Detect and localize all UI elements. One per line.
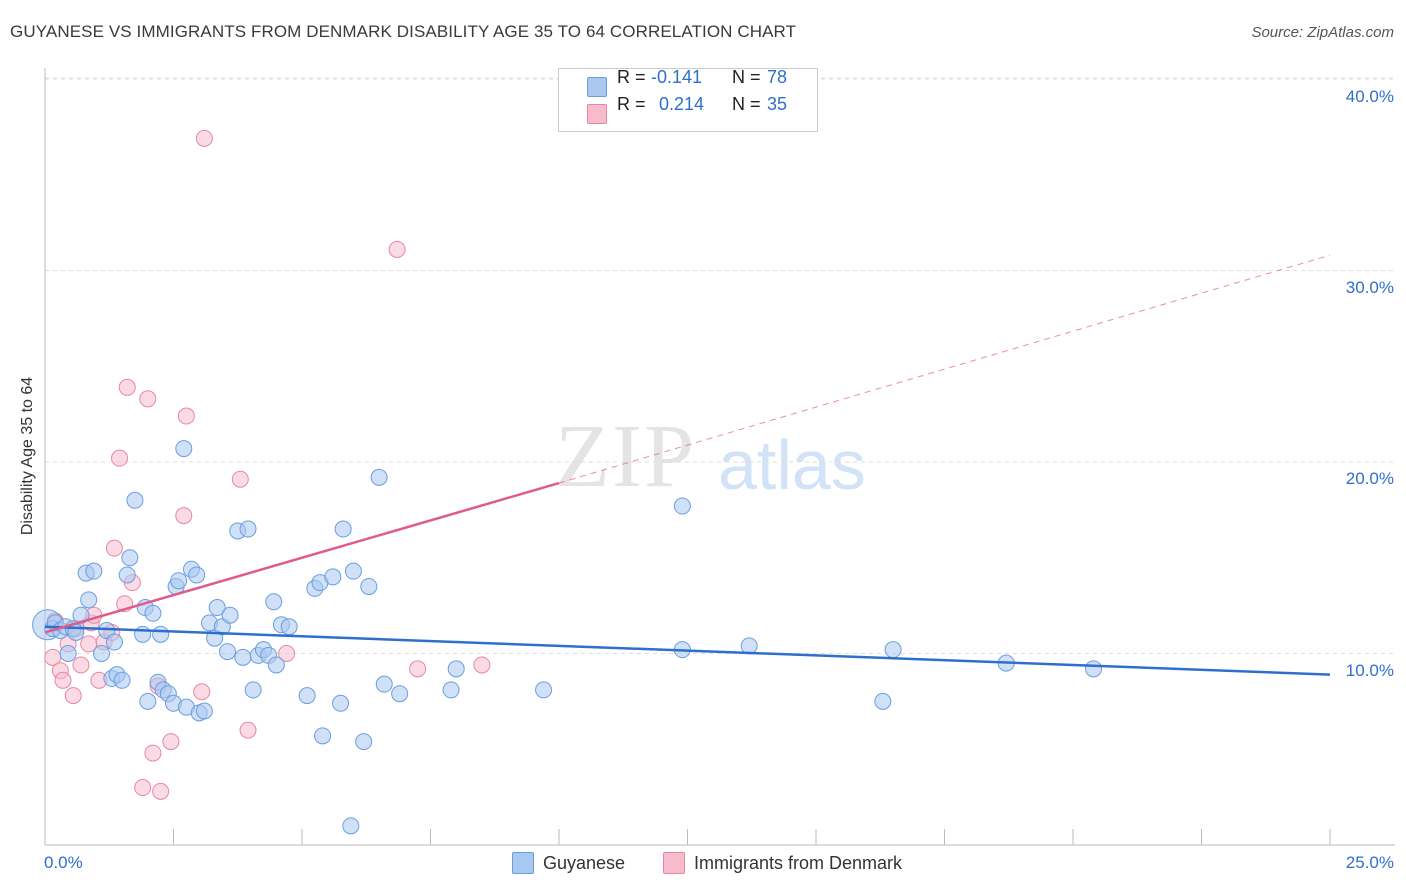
guyanese-point bbox=[442, 681, 460, 699]
denmark-point bbox=[152, 782, 170, 800]
guyanese-point bbox=[1085, 660, 1103, 678]
denmark-point bbox=[139, 390, 157, 408]
guyanese-point bbox=[673, 497, 691, 515]
legend-r-label: R = bbox=[617, 93, 646, 114]
guyanese-point bbox=[118, 566, 136, 584]
guyanese-point bbox=[208, 599, 226, 617]
guyanese-point bbox=[234, 648, 252, 666]
guyanese-point bbox=[195, 702, 213, 720]
guyanese-point bbox=[188, 566, 206, 584]
denmark-point bbox=[278, 645, 296, 662]
guyanese-point bbox=[334, 520, 352, 538]
guyanese-point bbox=[144, 604, 162, 622]
guyanese-point bbox=[152, 625, 170, 643]
guyanese-point bbox=[93, 645, 111, 662]
denmark-point bbox=[134, 779, 152, 797]
denmark-point bbox=[193, 683, 211, 701]
guyanese-point bbox=[85, 562, 103, 580]
denmark-point bbox=[175, 507, 193, 525]
bottom-legend-swatch-blue bbox=[512, 852, 534, 874]
guyanese-point bbox=[874, 692, 892, 710]
denmark-point bbox=[118, 378, 136, 396]
legend-r-value: 0.214 bbox=[659, 93, 705, 114]
guyanese-point bbox=[535, 681, 553, 699]
guyanese-point bbox=[170, 572, 188, 590]
denmark-point bbox=[64, 687, 82, 705]
guyanese-point bbox=[332, 694, 350, 712]
denmark-trend-line bbox=[44, 481, 560, 634]
guyanese-trend-line bbox=[44, 625, 1331, 676]
guyanese-point bbox=[59, 645, 77, 662]
guyanese-point bbox=[884, 641, 902, 659]
y-tick-label-10: 10.0% bbox=[1345, 661, 1394, 680]
guyanese-point bbox=[740, 637, 758, 655]
y-tick-label-40: 40.0% bbox=[1345, 87, 1394, 106]
watermark-zip: ZIP bbox=[555, 407, 696, 506]
guyanese-point bbox=[324, 568, 342, 586]
guyanese-point bbox=[280, 618, 298, 636]
denmark-point bbox=[409, 660, 427, 678]
denmark-point bbox=[105, 539, 123, 557]
legend-r-label: R = bbox=[617, 66, 646, 87]
y-tick-label-30: 30.0% bbox=[1345, 278, 1394, 297]
guyanese-point bbox=[355, 733, 373, 751]
guyanese-point bbox=[298, 687, 316, 705]
guyanese-point bbox=[391, 685, 409, 703]
correlation-legend: R = -0.141 N = 78 R = 0.214 N = 35 bbox=[558, 66, 818, 132]
denmark-point bbox=[72, 656, 90, 674]
guyanese-point bbox=[113, 671, 131, 689]
guyanese-point bbox=[105, 633, 123, 651]
denmark-point bbox=[388, 240, 406, 258]
denmark-point bbox=[473, 656, 491, 674]
denmark-point bbox=[111, 449, 129, 467]
bottom-legend-label-denmark: Immigrants from Denmark bbox=[694, 853, 903, 873]
guyanese-point bbox=[360, 577, 378, 595]
guyanese-point bbox=[80, 591, 98, 609]
legend-r-value: -0.141 bbox=[651, 66, 703, 87]
guyanese-point bbox=[375, 675, 393, 693]
guyanese-point bbox=[139, 692, 157, 710]
bottom-legend-label-guyanese: Guyanese bbox=[543, 853, 626, 873]
denmark-point bbox=[239, 721, 257, 739]
watermark-atlas: atlas bbox=[718, 426, 866, 504]
guyanese-point bbox=[218, 643, 236, 661]
legend-n-value: 78 bbox=[767, 66, 788, 87]
denmark-point bbox=[54, 671, 72, 689]
legend-swatch-pink bbox=[587, 104, 607, 124]
guyanese-point bbox=[370, 468, 388, 486]
legend-n-label: N = bbox=[732, 66, 761, 87]
x-tick-label-max: 25.0% bbox=[1345, 853, 1394, 872]
guyanese-point bbox=[265, 593, 283, 611]
denmark-point bbox=[162, 733, 180, 751]
denmark-point bbox=[144, 744, 162, 762]
guyanese-point bbox=[175, 440, 193, 458]
denmark-trend-line-extension bbox=[558, 254, 1331, 484]
legend-swatch-blue bbox=[587, 77, 607, 97]
source-label: Source: ZipAtlas.com bbox=[1251, 24, 1394, 41]
denmark-point bbox=[231, 470, 249, 488]
denmark-point bbox=[195, 129, 213, 147]
guyanese-point bbox=[447, 660, 465, 678]
guyanese-point bbox=[344, 562, 362, 580]
bottom-legend-swatch-pink bbox=[663, 852, 685, 874]
guyanese-point bbox=[134, 625, 152, 643]
guyanese-point bbox=[342, 817, 360, 835]
guyanese-point bbox=[267, 656, 285, 674]
y-tick-label-20: 20.0% bbox=[1345, 469, 1394, 488]
guyanese-point bbox=[221, 606, 239, 624]
guyanese-point bbox=[314, 727, 332, 745]
legend-n-value: 35 bbox=[767, 93, 788, 114]
x-tick-label-min: 0.0% bbox=[44, 853, 83, 872]
chart-title: GUYANESE VS IMMIGRANTS FROM DENMARK DISA… bbox=[10, 22, 797, 41]
guyanese-point bbox=[126, 491, 144, 509]
denmark-point bbox=[177, 407, 195, 425]
guyanese-point bbox=[239, 520, 257, 538]
legend-n-label: N = bbox=[732, 93, 761, 114]
guyanese-point bbox=[244, 681, 262, 699]
guyanese-point bbox=[121, 549, 139, 567]
